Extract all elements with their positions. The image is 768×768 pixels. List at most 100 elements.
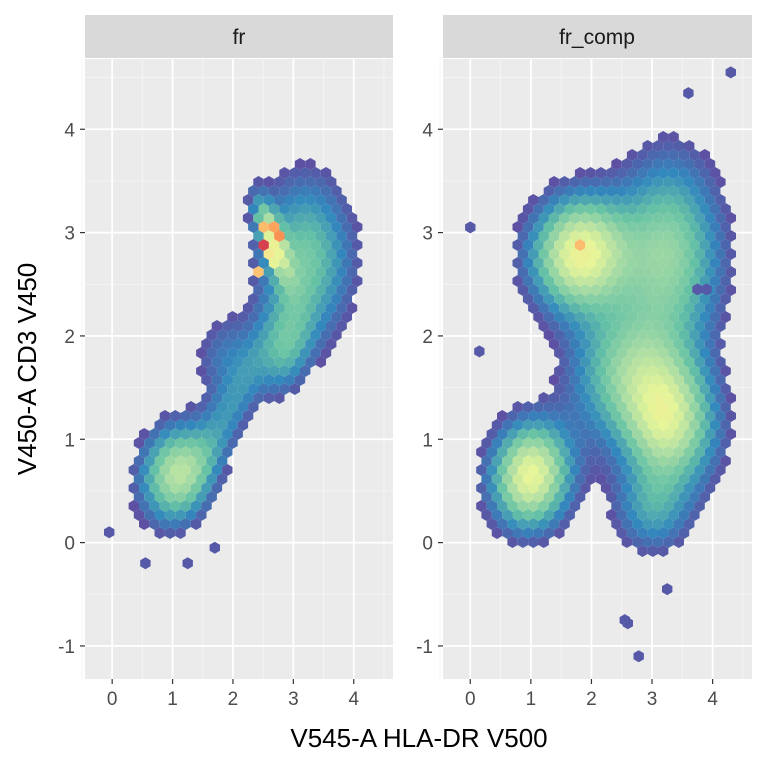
hexbin-fr-comp <box>569 482 581 494</box>
hexbin-fr-comp <box>699 203 710 215</box>
hexbin-fr <box>248 239 259 251</box>
hexbins-fr-comp <box>465 66 736 663</box>
hexbin-fr-comp <box>543 257 555 269</box>
hexbin-fr-comp <box>611 266 622 278</box>
hexbin-fr-comp <box>720 275 731 287</box>
hexbin-fr-comp <box>522 455 534 467</box>
hexbin-fr-comp <box>710 203 721 215</box>
hexbin-fr <box>164 419 176 431</box>
hexbin-fr-comp <box>564 509 575 521</box>
hexbin-fr <box>279 239 290 251</box>
hexbin-fr-comp <box>616 509 627 521</box>
hexbin-fr-comp <box>632 212 643 224</box>
hexbin-fr-comp <box>512 275 523 287</box>
hexbin-fr <box>133 509 145 521</box>
hexbin-fr-comp <box>704 392 716 404</box>
hexbin-fr-comp <box>548 392 560 404</box>
hexbin-fr-comp <box>569 266 581 278</box>
hexbin-fr-comp <box>606 491 617 503</box>
hexbin-fr-comp <box>606 221 617 233</box>
hexbin-fr-comp <box>694 392 705 404</box>
hexbin-fr-comp <box>658 167 669 179</box>
hexbin-fr <box>248 185 259 197</box>
hexbin-fr-comp <box>502 419 513 431</box>
hexbin-fr-comp <box>637 311 648 323</box>
hexbin-fr-comp <box>678 239 690 251</box>
hexbin-fr-comp <box>590 266 601 278</box>
hexbin-fr-comp <box>507 428 518 440</box>
hexbin-fr-comp <box>528 500 539 512</box>
hexbin-outlier-fr <box>140 557 151 570</box>
y-tick-label-fr: 0 <box>64 534 75 555</box>
hexbin-fr-comp <box>559 194 570 206</box>
hexbin-fr <box>274 230 285 242</box>
hexbin-fr <box>242 302 254 314</box>
hexbin-fr-comp <box>491 437 503 449</box>
hexbin-fr <box>268 275 280 287</box>
hexbin-fr <box>263 176 275 188</box>
hexbin-fr-comp <box>673 374 684 386</box>
hexbin-fr <box>175 527 186 539</box>
hexbin-fr <box>139 464 150 476</box>
hexbin-fr-comp <box>564 473 575 485</box>
hexbin-fr-comp <box>637 419 648 431</box>
hexbin-fr-comp <box>704 158 716 170</box>
hexbin-fr-comp <box>710 365 721 377</box>
hexbin-fr-comp <box>637 365 648 377</box>
hexbin-fr <box>284 356 295 368</box>
hexbin-fr-comp <box>699 149 710 161</box>
hexbin-fr-comp <box>512 527 523 539</box>
hexbin-fr-comp <box>699 329 710 341</box>
hexbin-fr-comp <box>580 482 591 494</box>
hexbin-fr <box>284 248 295 260</box>
hexbin-fr-comp <box>668 329 679 341</box>
hexbin-fr-comp <box>658 401 669 413</box>
hexbin-fr-comp <box>621 194 633 206</box>
hexbin-fr-comp <box>632 158 643 170</box>
hexbin-fr <box>320 311 332 323</box>
hexbin-fr-comp <box>704 410 716 422</box>
hexbin-fr-comp <box>704 320 716 332</box>
hexbin-fr <box>211 392 223 404</box>
hexbin-fr <box>196 509 207 521</box>
hexbin-fr-comp <box>585 221 596 233</box>
hexbin-fr-comp <box>725 392 736 404</box>
hexbin-fr <box>206 491 217 503</box>
hexbin-fr <box>258 221 269 233</box>
hexbin-fr-comp <box>626 473 638 485</box>
hexbin-fr <box>216 365 228 377</box>
hexbin-fr-comp <box>626 509 638 521</box>
hexbin-fr-comp <box>554 527 565 539</box>
hexbin-fr-comp <box>616 221 627 233</box>
hexbin-fr-comp <box>543 275 555 287</box>
hexbin-fr <box>170 464 181 476</box>
hexbin-fr-comp <box>668 203 679 215</box>
hexbin-fr-comp <box>476 446 487 458</box>
hexbin-fr-comp <box>543 527 555 539</box>
x-tick-label-fr-comp: 4 <box>707 689 718 710</box>
hexbin-fr-comp <box>611 500 622 512</box>
hexbin-fr <box>263 320 275 332</box>
hexbin-fr <box>326 230 337 242</box>
hexbin-fr-comp <box>590 446 601 458</box>
hexbin-fr-comp <box>699 311 710 323</box>
hexbin-fr-comp <box>486 500 497 512</box>
hexbin-fr-comp <box>548 410 560 422</box>
hexbin-fr <box>326 338 337 350</box>
hexbin-fr-comp <box>564 491 575 503</box>
hexbin-fr-comp <box>522 221 534 233</box>
hexbin-fr-comp <box>522 275 534 287</box>
hexbin-fr-comp <box>611 518 622 530</box>
hexbin-fr-comp <box>548 230 560 242</box>
hexbin-fr-comp <box>668 221 679 233</box>
hexbin-fr-comp <box>606 239 617 251</box>
hexbin-fr-comp <box>642 536 653 548</box>
hexbin-fr-comp <box>704 482 716 494</box>
hexbin-fr-comp <box>559 428 570 440</box>
hexbin-fr <box>284 212 295 224</box>
hexbin-fr-comp <box>559 464 570 476</box>
hexbin-fr <box>310 347 321 359</box>
hexbin-fr-comp <box>678 347 690 359</box>
hexbin-fr-comp <box>543 293 555 305</box>
hexbin-fr-comp <box>595 401 607 413</box>
